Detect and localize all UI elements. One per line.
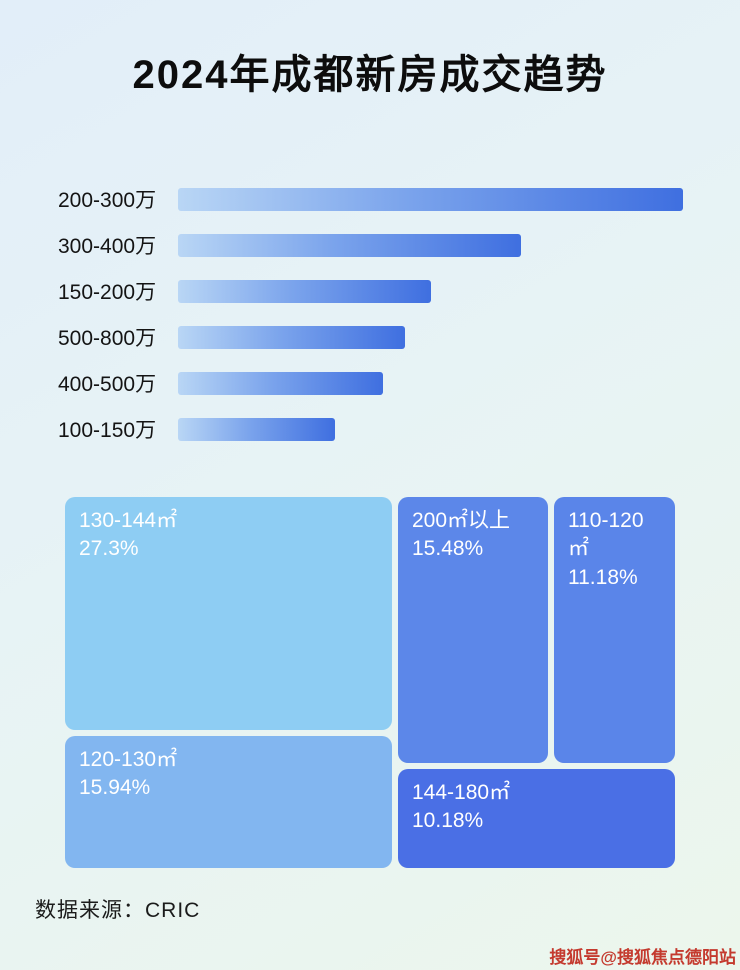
bar-row: 500-800万 xyxy=(58,314,683,360)
bar-track xyxy=(178,279,683,303)
treemap-block-120-130: 120-130㎡ 15.94% xyxy=(65,736,392,868)
bar-fill xyxy=(178,279,431,303)
watermark: 搜狐号@搜狐焦点德阳站 xyxy=(549,948,736,967)
bar-track xyxy=(178,325,683,349)
bar-fill xyxy=(178,233,522,257)
treemap-block-200-plus: 200㎡以上 15.48% xyxy=(398,497,548,763)
bar-category-label: 500-800万 xyxy=(58,327,157,350)
bar-category-label: 150-200万 xyxy=(58,281,157,304)
bar-row: 400-500万 xyxy=(58,360,683,406)
bar-row: 200-300万 xyxy=(58,176,683,222)
treemap-block-label: 120-130㎡ xyxy=(79,748,178,771)
bar-chart: 200-300万 300-400万 150-200万 500-800万 400-500万… xyxy=(58,176,683,452)
bar-track xyxy=(178,187,683,211)
bar-track xyxy=(178,371,683,395)
treemap-block-value: 15.48% xyxy=(412,537,484,561)
bar-fill xyxy=(178,187,683,211)
bar-row: 150-200万 xyxy=(58,268,683,314)
bar-fill xyxy=(178,371,383,395)
data-source-label: 数据来源：CRIC xyxy=(35,899,201,922)
bar-category-label: 400-500万 xyxy=(58,373,157,396)
bar-category-label: 200-300万 xyxy=(58,189,157,212)
bar-track xyxy=(178,417,683,441)
treemap-chart: 130-144㎡ 27.3% 120-130㎡ 15.94% 200㎡以上 15… xyxy=(65,497,675,868)
page-title: 2024年成都新房成交趋势 xyxy=(132,53,608,97)
treemap-block-label: 200㎡以上 xyxy=(412,509,511,532)
treemap-block-value: 11.18% xyxy=(568,565,638,589)
bar-row: 300-400万 xyxy=(58,222,683,268)
treemap-block-label: 110-120㎡ xyxy=(568,509,644,561)
treemap-block-value: 10.18% xyxy=(412,809,484,833)
bar-row: 100-150万 xyxy=(58,406,683,452)
treemap-block-value: 15.94% xyxy=(79,776,151,800)
bar-category-label: 100-150万 xyxy=(58,419,157,442)
treemap-block-value: 27.3% xyxy=(79,537,139,561)
bar-fill xyxy=(178,325,406,349)
treemap-block-130-144: 130-144㎡ 27.3% xyxy=(65,497,392,730)
bar-fill xyxy=(178,417,335,441)
treemap-block-110-120: 110-120㎡ 11.18% xyxy=(554,497,675,763)
bar-track xyxy=(178,233,683,257)
treemap-block-label: 144-180㎡ xyxy=(412,781,511,804)
treemap-block-144-180: 144-180㎡ 10.18% xyxy=(398,769,675,868)
treemap-block-label: 130-144㎡ xyxy=(79,509,178,532)
bar-category-label: 300-400万 xyxy=(58,235,157,258)
